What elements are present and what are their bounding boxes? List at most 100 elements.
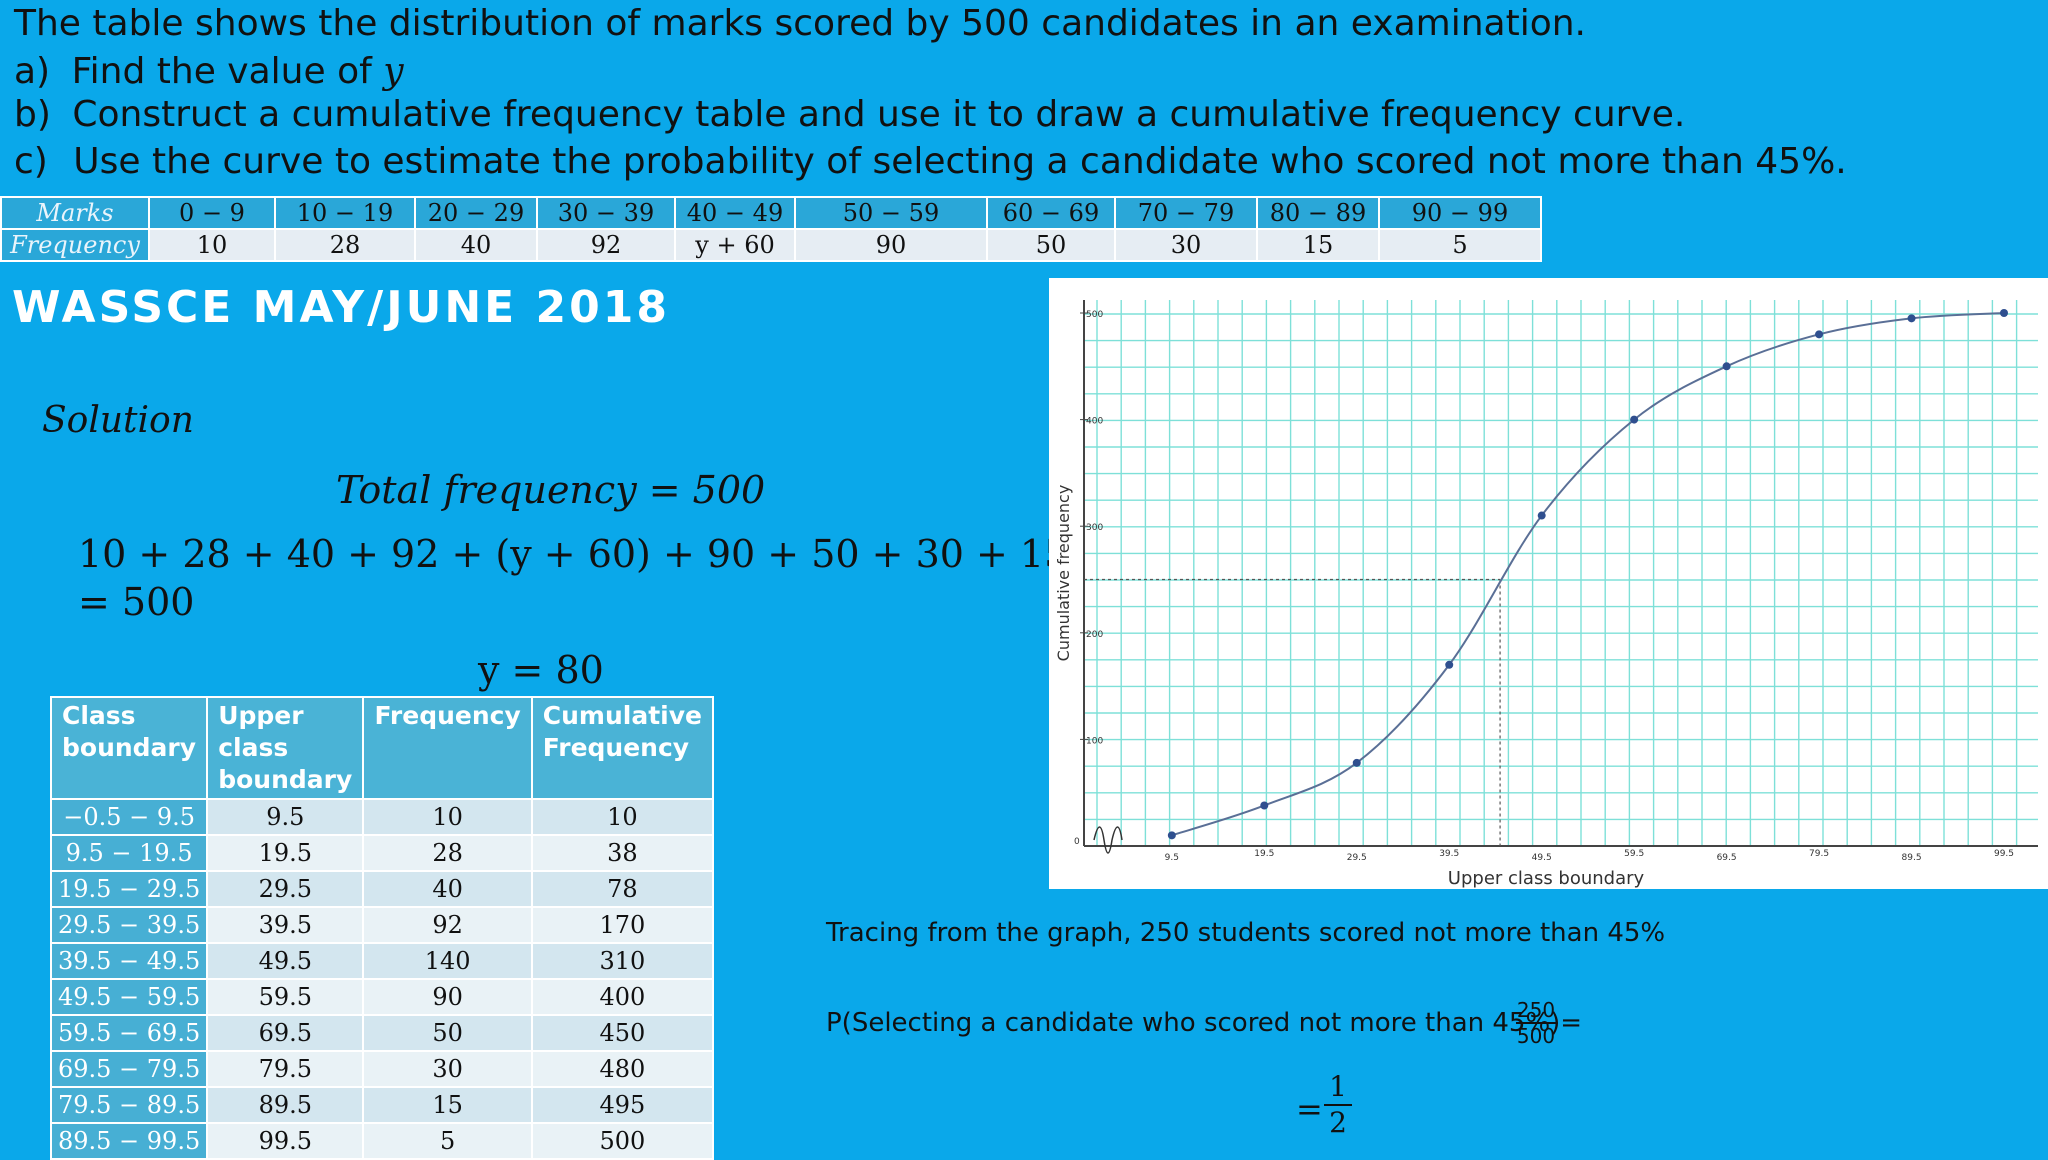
- question-c-text: Use the curve to estimate the probabilit…: [73, 141, 1847, 182]
- cf-class-boundary: 89.5 − 99.5: [49, 1122, 209, 1160]
- marks-frequency-cell: 90: [794, 228, 988, 262]
- data-point: [1537, 511, 1546, 520]
- marks-class-cell: 90 − 99: [1378, 196, 1542, 230]
- axis-break-icon: [1093, 826, 1123, 854]
- data-point: [1167, 831, 1176, 840]
- cf-frequency: 92: [362, 906, 533, 944]
- x-tick-label: 9.5: [1165, 853, 1179, 863]
- cf-frequency: 5: [362, 1122, 533, 1160]
- probability-fraction: 250 500: [1516, 998, 1556, 1048]
- data-point: [1815, 330, 1824, 339]
- cf-frequency: 10: [362, 798, 533, 836]
- marks-class-cell: 0 − 9: [148, 196, 276, 230]
- exam-title: WASSCE MAY/JUNE 2018: [12, 282, 670, 333]
- cf-cumulative: 450: [530, 1014, 715, 1052]
- cf-class-boundary: 29.5 − 39.5: [49, 906, 209, 944]
- cf-frequency: 40: [362, 870, 533, 908]
- frequency-row-label: Frequency: [0, 228, 150, 262]
- marks-class-cell: 70 − 79: [1114, 196, 1258, 230]
- probability-label: P(Selecting a candidate who scored not m…: [826, 1008, 1583, 1038]
- cf-frequency: 28: [362, 834, 533, 872]
- marks-frequency-cell: 15: [1256, 228, 1380, 262]
- y-tick-label: 200: [1086, 630, 1103, 640]
- cf-cumulative: 10: [530, 798, 715, 836]
- cf-cumulative: 495: [530, 1086, 715, 1124]
- marks-frequency-cell: 5: [1378, 228, 1542, 262]
- cf-row: 69.5 − 79.5 79.5 30 480: [49, 1050, 715, 1088]
- x-tick-label: 39.5: [1439, 849, 1459, 859]
- question-c-label: c): [14, 141, 48, 182]
- marks-class-cell: 40 − 49: [674, 196, 796, 230]
- marks-row-label: Marks: [0, 196, 150, 230]
- solution-heading: Solution: [42, 400, 194, 441]
- cf-row: 89.5 − 99.5 99.5 5 500: [49, 1122, 715, 1160]
- question-a-text: Find the value of: [71, 51, 384, 92]
- final-fraction: 1 2: [1324, 1070, 1352, 1140]
- cf-cumulative: 500: [530, 1122, 715, 1160]
- cf-upper-boundary: 59.5: [206, 978, 365, 1016]
- marks-class-cell: 60 − 69: [986, 196, 1116, 230]
- question-a-var: y: [383, 51, 404, 92]
- cf-class-boundary: 9.5 − 19.5: [49, 834, 209, 872]
- y-tick-label: 500: [1086, 310, 1103, 320]
- data-point: [2000, 309, 2008, 317]
- cf-upper-boundary: 69.5: [206, 1014, 365, 1052]
- cf-class-boundary: 39.5 − 49.5: [49, 942, 209, 980]
- cumulative-frequency-table: Class boundary Upper class boundary Freq…: [49, 696, 715, 1160]
- cf-header-class-boundary: Class boundary: [49, 696, 209, 800]
- cf-upper-boundary: 99.5: [206, 1122, 365, 1160]
- cf-cumulative: 310: [530, 942, 715, 980]
- cf-header-frequency: Frequency: [362, 696, 533, 800]
- cf-class-boundary: 59.5 − 69.5: [49, 1014, 209, 1052]
- question-c: c) Use the curve to estimate the probabi…: [14, 140, 1847, 183]
- cf-upper-boundary: 9.5: [206, 798, 365, 836]
- cf-upper-boundary: 49.5: [206, 942, 365, 980]
- final-equals: =: [1296, 1090, 1323, 1128]
- cf-row: 59.5 − 69.5 69.5 50 450: [49, 1014, 715, 1052]
- cf-frequency: 140: [362, 942, 533, 980]
- cf-frequency: 50: [362, 1014, 533, 1052]
- cf-header-row: Class boundary Upper class boundary Freq…: [49, 696, 715, 800]
- x-tick-label: 29.5: [1347, 853, 1367, 863]
- x-tick-label: 19.5: [1254, 849, 1274, 859]
- marks-frequency-cell: y + 60: [674, 228, 796, 262]
- cf-header-cumulative: Cumulative Frequency: [530, 696, 715, 800]
- cf-class-boundary: 49.5 − 59.5: [49, 978, 209, 1016]
- cf-class-boundary: 19.5 − 29.5: [49, 870, 209, 908]
- cf-class-boundary: 79.5 − 89.5: [49, 1086, 209, 1124]
- marks-frequency-cell: 40: [414, 228, 538, 262]
- tracing-text: Tracing from the graph, 250 students sco…: [826, 918, 1666, 948]
- frequency-row: Frequency 10 28 40 92 y + 60 90 50 30 15 5: [0, 228, 1542, 262]
- marks-frequency-cell: 50: [986, 228, 1116, 262]
- cf-row: 79.5 − 89.5 89.5 15 495: [49, 1086, 715, 1124]
- question-b-text: Construct a cumulative frequency table a…: [72, 94, 1686, 135]
- x-tick-label: 99.5: [1994, 849, 2014, 859]
- marks-table: Marks 0 − 9 10 − 19 20 − 29 30 − 39 40 − 49 5…: [0, 196, 1542, 262]
- question-a: a) Find the value of y: [14, 50, 404, 93]
- cf-frequency: 15: [362, 1086, 533, 1124]
- data-point: [1260, 801, 1269, 810]
- cf-class-boundary: −0.5 − 9.5: [49, 798, 209, 836]
- marks-class-cell: 30 − 39: [536, 196, 676, 230]
- data-point: [1722, 362, 1731, 371]
- data-point: [1352, 758, 1361, 767]
- origin-label: 0: [1074, 837, 1080, 847]
- data-point: [1445, 660, 1454, 669]
- cf-cumulative: 78: [530, 870, 715, 908]
- ogive-curve: [1171, 312, 2005, 837]
- cf-row: −0.5 − 9.5 9.5 10 10: [49, 798, 715, 836]
- x-tick-label: 79.5: [1809, 849, 1829, 859]
- y-tick-label: 100: [1086, 736, 1103, 746]
- cf-upper-boundary: 79.5: [206, 1050, 365, 1088]
- sum-equation: 10 + 28 + 40 + 92 + (y + 60) + 90 + 50 +…: [78, 532, 1149, 576]
- question-a-label: a): [14, 51, 51, 92]
- x-tick-label: 49.5: [1532, 853, 1552, 863]
- ogive-chart: 100 200 300 400 500 0 9.5 19.5 29.5 39.5 49.5 59.5 6…: [1054, 300, 2038, 889]
- final-numerator: 1: [1324, 1070, 1352, 1106]
- marks-frequency-cell: 30: [1114, 228, 1258, 262]
- probability-numerator: 250: [1516, 998, 1556, 1024]
- cf-cumulative: 480: [530, 1050, 715, 1088]
- marks-class-cell: 10 − 19: [274, 196, 416, 230]
- cf-class-boundary: 69.5 − 79.5: [49, 1050, 209, 1088]
- data-point: [1630, 415, 1639, 424]
